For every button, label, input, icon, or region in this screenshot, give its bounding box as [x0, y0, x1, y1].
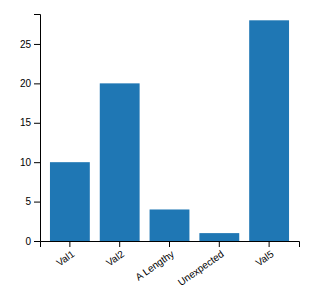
x-tick: A Lengthy: [133, 241, 176, 283]
y-tick-label: 10: [20, 157, 32, 168]
x-tick: Val1: [54, 241, 76, 268]
x-axis-line: [41, 242, 300, 248]
x-tick: Val5: [253, 241, 275, 268]
y-axis-line: [34, 15, 41, 242]
y-tick-mark: [34, 83, 40, 84]
y-tick-label: 0: [25, 236, 31, 247]
y-tick-mark: [34, 44, 40, 45]
y-tick: 5: [25, 196, 40, 207]
y-tick-label: 15: [20, 117, 32, 128]
x-tick-label: Val5: [253, 248, 275, 268]
x-tick-label: Val2: [104, 248, 126, 268]
y-axis: 0 5 10 15 20 25: [20, 15, 41, 247]
y-tick: 0: [25, 236, 40, 247]
y-tick-label: 20: [20, 78, 32, 89]
bar: [249, 20, 289, 241]
x-axis: Val1 Val2 A LengthyUnexpected Val5: [41, 241, 300, 288]
plot: Val1 Val2 A LengthyUnexpected Val5 0 5 10 15 20 2…: [20, 15, 300, 288]
bar: [150, 209, 190, 241]
y-tick: 25: [20, 39, 40, 50]
y-tick-mark: [34, 241, 40, 242]
y-tick: 10: [20, 157, 40, 168]
y-tick-mark: [34, 123, 40, 124]
x-tick-mark: [219, 241, 220, 247]
x-tick-mark: [119, 241, 120, 247]
y-tick: 20: [20, 78, 40, 89]
x-tick: Unexpected: [176, 241, 226, 288]
y-tick-mark: [34, 202, 40, 203]
chart: Val1 Val2 A LengthyUnexpected Val5 0 5 10 15 20 2…: [0, 0, 313, 303]
x-tick-label: Val1: [54, 248, 76, 268]
x-tick-mark: [69, 241, 70, 247]
bar: [100, 83, 140, 241]
x-tick-label: A Lengthy: [133, 248, 176, 283]
x-tick: Val2: [104, 241, 126, 268]
y-tick-label: 5: [25, 196, 31, 207]
x-tick-mark: [269, 241, 270, 247]
x-tick-label: Unexpected: [176, 248, 226, 288]
bar: [50, 162, 90, 241]
bar: [199, 233, 239, 241]
y-tick-mark: [34, 162, 40, 163]
y-tick: 15: [20, 117, 40, 128]
y-tick-label: 25: [20, 39, 32, 50]
x-tick-mark: [169, 241, 170, 247]
bars: [50, 20, 289, 241]
